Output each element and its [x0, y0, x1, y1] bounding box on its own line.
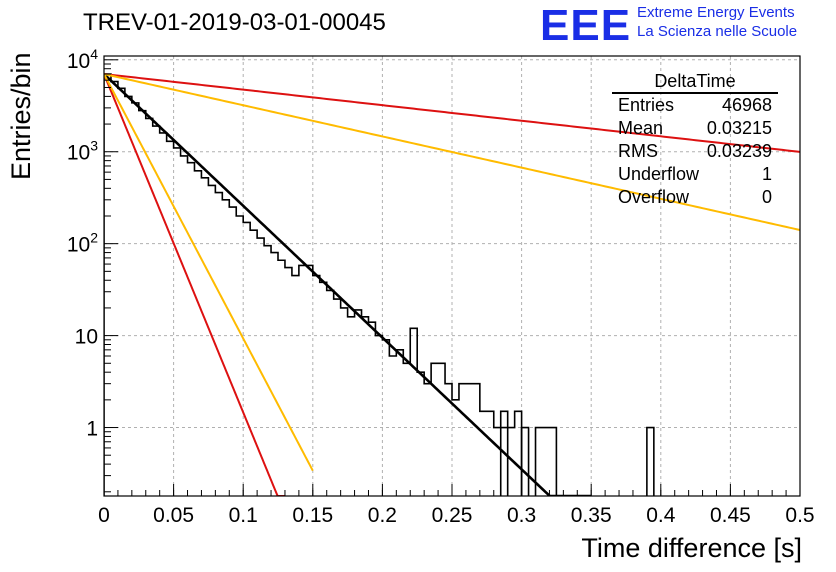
- x-axis-label: Time difference [s]: [581, 533, 802, 563]
- logo-line-1: Extreme Energy Events: [637, 4, 795, 21]
- eee-logo: EEE: [540, 1, 632, 50]
- stats-row: Entries 46968: [612, 94, 778, 117]
- run-title: TREV-01-2019-03-01-00045: [83, 9, 386, 36]
- y-tick-label: 104: [67, 46, 98, 73]
- stats-box-title: DeltaTime: [612, 70, 778, 94]
- x-tick-label: 0.5: [785, 504, 814, 527]
- stats-value: 0.03239: [706, 141, 772, 161]
- logo-line-2: La Scienza nelle Scuole: [637, 23, 798, 40]
- stats-value: 0.03215: [706, 118, 772, 138]
- stats-value: 1: [761, 164, 772, 184]
- x-tick-label: 0: [98, 504, 110, 527]
- y-tick-label: 102: [67, 230, 98, 257]
- fit-curve-1: [104, 73, 592, 496]
- stats-value: 0: [761, 187, 772, 207]
- stats-value: 46968: [721, 95, 772, 115]
- x-tick-label: 0.15: [292, 504, 333, 527]
- stats-row: Overflow 0: [612, 186, 778, 209]
- histogram-spike: [646, 426, 655, 496]
- fit-curve-3: [104, 73, 800, 153]
- x-tick-label: 0.25: [432, 504, 473, 527]
- x-tick-label: 0.4: [646, 504, 676, 527]
- stats-box: DeltaTime Entries 46968 Mean 0.03215 RMS…: [612, 70, 778, 209]
- x-tick-label: 0.2: [368, 504, 397, 527]
- stats-row: Underflow 1: [612, 163, 778, 186]
- fit-curve-2: [104, 73, 285, 496]
- y-tick-label: 1: [86, 418, 98, 441]
- y-tick-label: 103: [67, 138, 98, 165]
- histogram-spike: [499, 426, 509, 496]
- stats-label: Overflow: [618, 187, 690, 207]
- stats-label: Underflow: [618, 164, 700, 184]
- stats-row: Mean 0.03215: [612, 117, 778, 140]
- stats-label: RMS: [618, 141, 658, 161]
- histogram-spike: [534, 426, 558, 496]
- y-axis-label: Entries/bin: [6, 52, 36, 180]
- stats-row: RMS 0.03239: [612, 140, 778, 163]
- stats-label: Entries: [618, 95, 675, 115]
- x-tick-label: 0.45: [710, 504, 751, 527]
- x-tick-label: 0.35: [571, 504, 612, 527]
- x-tick-label: 0.3: [507, 504, 536, 527]
- fit-curve-5: [104, 73, 800, 231]
- x-tick-label: 0.1: [229, 504, 258, 527]
- histogram-spike: [520, 426, 530, 496]
- y-tick-label: 10: [75, 326, 98, 349]
- fit-curve-4: [104, 73, 314, 472]
- stats-label: Mean: [618, 118, 664, 138]
- x-tick-label: 0.05: [153, 504, 194, 527]
